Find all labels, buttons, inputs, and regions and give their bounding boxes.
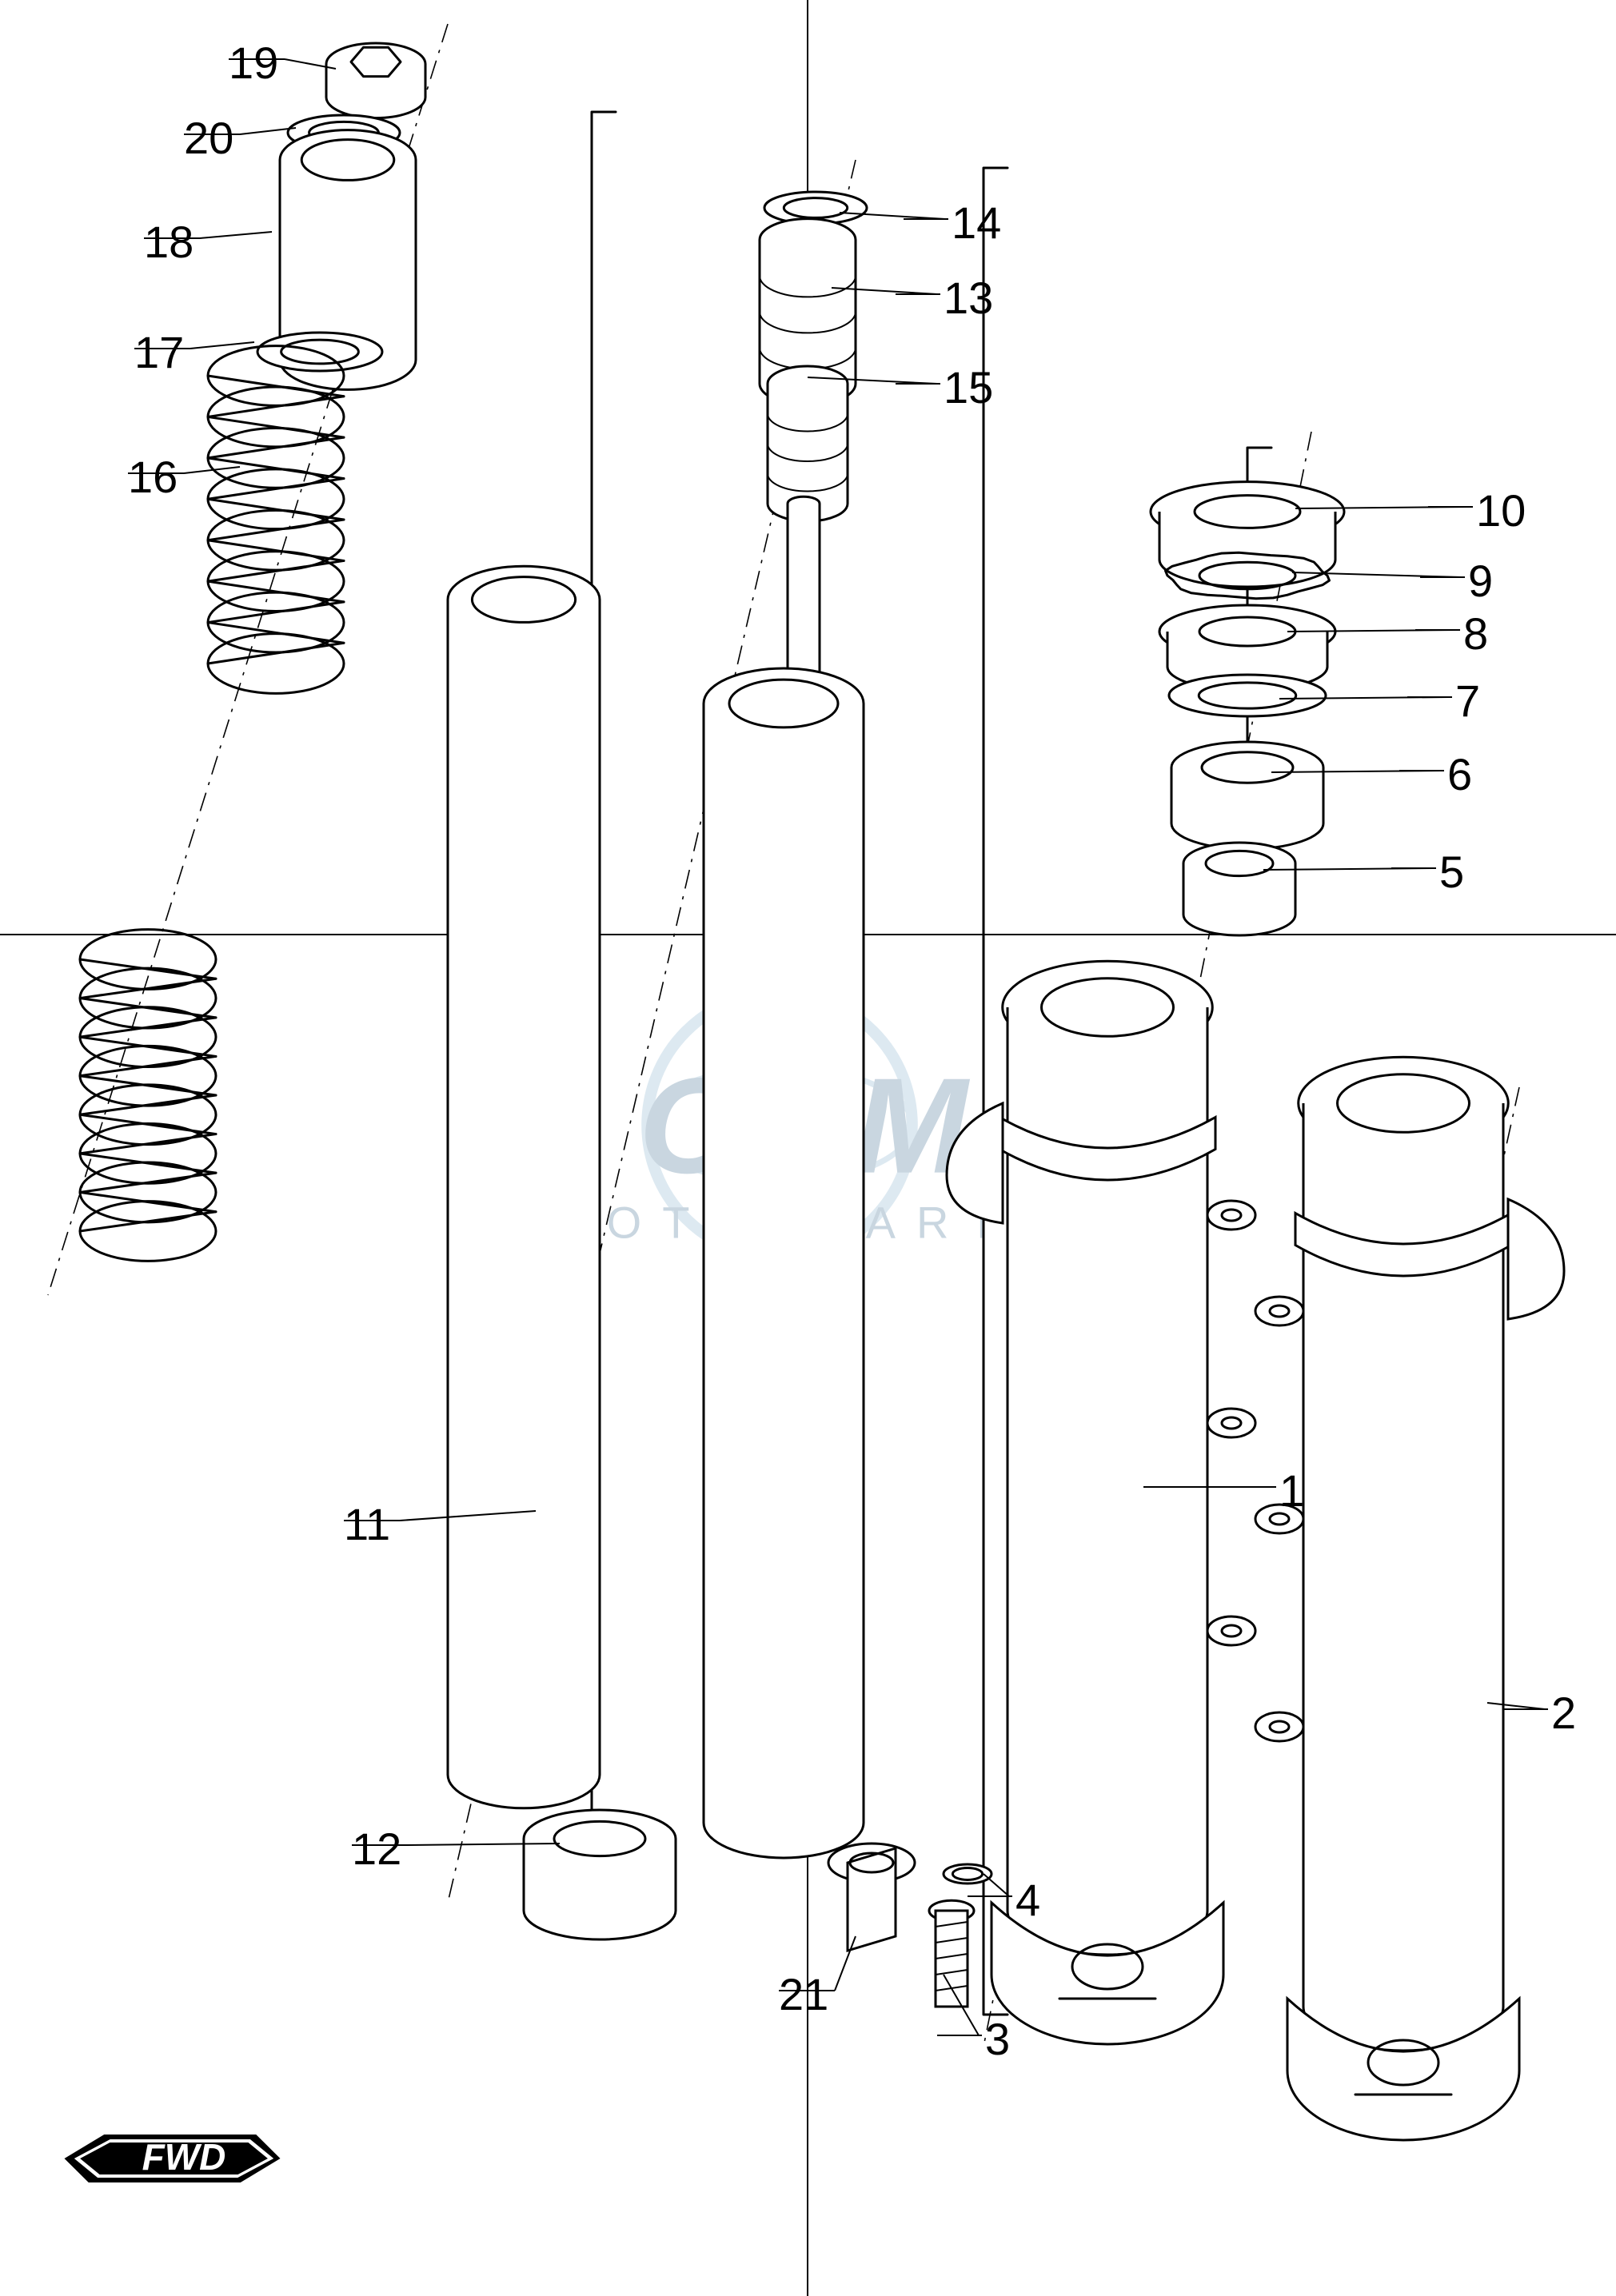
inner_tube_11 xyxy=(448,566,600,1808)
callout-18: 18 xyxy=(144,216,194,268)
spring_16 xyxy=(208,346,344,694)
fwd-direction-badge: FWD xyxy=(64,2111,288,2206)
outer_tube_L_2 xyxy=(1255,1057,1564,2140)
fwd-label: FWD xyxy=(142,2136,226,2178)
callout-7: 7 xyxy=(1455,675,1480,727)
bolt_3 xyxy=(929,1900,974,2007)
callout-19: 19 xyxy=(229,37,278,89)
piston_5 xyxy=(1183,843,1295,935)
callout-4: 4 xyxy=(1015,1874,1040,1926)
callout-10: 10 xyxy=(1476,484,1526,536)
callout-17: 17 xyxy=(134,326,184,378)
slide_metal_12 xyxy=(524,1810,676,1939)
cap_bolt_19 xyxy=(326,43,425,118)
callout-14: 14 xyxy=(952,197,1001,249)
callout-12: 12 xyxy=(352,1823,401,1875)
callout-1: 1 xyxy=(1279,1465,1304,1517)
inner_sleeve xyxy=(704,668,864,1858)
guide_metal_6 xyxy=(1171,742,1323,849)
callout-2: 2 xyxy=(1551,1687,1576,1739)
callout-15: 15 xyxy=(944,361,993,413)
callout-6: 6 xyxy=(1447,748,1472,800)
callout-9: 9 xyxy=(1468,555,1493,607)
exploded-view-drawing: .ln{stroke:#000;stroke-width:3;fill:none… xyxy=(0,0,1616,2296)
axle_bolt_21 xyxy=(828,1844,915,1951)
callout-8: 8 xyxy=(1463,608,1488,660)
callout-21: 21 xyxy=(779,1968,828,2020)
callout-16: 16 xyxy=(128,451,178,503)
callout-5: 5 xyxy=(1439,846,1464,898)
callout-13: 13 xyxy=(944,272,993,324)
callout-11: 11 xyxy=(344,1498,390,1550)
dust_seal_10 xyxy=(1151,482,1344,587)
retainer_7 xyxy=(1169,675,1326,716)
callout-3: 3 xyxy=(985,2013,1010,2065)
callout-20: 20 xyxy=(184,112,233,164)
parts-layer xyxy=(80,43,1564,2140)
